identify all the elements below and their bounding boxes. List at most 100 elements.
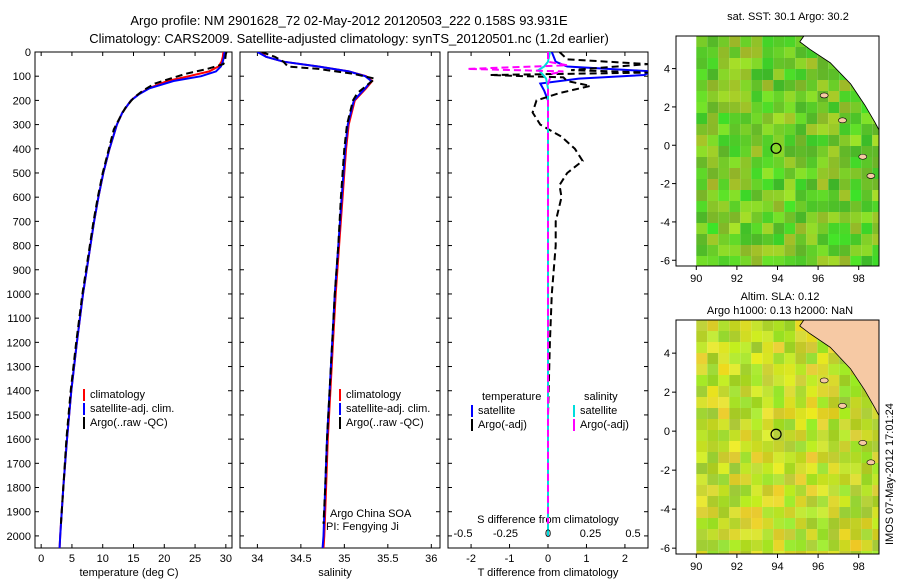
heatmap-cell: [872, 408, 879, 419]
heatmap-cell: [850, 102, 862, 113]
heatmap-cell: [729, 474, 741, 485]
panel2-series-line: [261, 52, 377, 524]
heatmap-cell: [751, 135, 763, 146]
legend-entry: satellite-adj. clim.: [90, 403, 174, 415]
heatmap-cell: [784, 485, 796, 496]
heatmap-cell: [784, 80, 796, 91]
depth-tick-label: 600: [13, 192, 31, 204]
heatmap-cell: [751, 430, 763, 441]
heatmap-cell: [707, 113, 719, 124]
heatmap-cell: [729, 485, 741, 496]
heatmap-cell: [817, 168, 829, 179]
heatmap-cell: [762, 91, 774, 102]
heatmap-cell: [817, 529, 829, 540]
heatmap-cell: [817, 342, 829, 353]
island: [866, 173, 876, 179]
heatmap-cell: [784, 146, 796, 157]
heatmap-cell: [806, 463, 818, 474]
heatmap-cell: [773, 441, 785, 452]
heatmap-cell: [828, 375, 840, 386]
heatmap-cell: [861, 190, 873, 201]
depth-tick-label: 1000: [7, 289, 31, 301]
heatmap-cell: [861, 463, 873, 474]
panel1-series-line: [58, 52, 225, 548]
heatmap-cell: [696, 113, 708, 124]
heatmap-cell: [817, 353, 829, 364]
heatmap-cell: [850, 474, 862, 485]
heatmap-cell: [839, 419, 851, 430]
map-ytick-label: -4: [660, 504, 670, 516]
heatmap-cell: [806, 419, 818, 430]
heatmap-cell: [784, 320, 796, 331]
heatmap-cell: [828, 529, 840, 540]
heatmap-cell: [839, 146, 851, 157]
island: [858, 440, 868, 446]
heatmap-cell: [696, 201, 708, 212]
heatmap-cell: [762, 179, 774, 190]
heatmap-cell: [773, 452, 785, 463]
heatmap-cell: [718, 463, 730, 474]
panel2-xtick-label: 36: [425, 553, 437, 565]
heatmap-cell: [696, 58, 708, 69]
heatmap-cell: [707, 135, 719, 146]
heatmap-cell: [817, 179, 829, 190]
heatmap-cell: [718, 146, 730, 157]
heatmap-cell: [828, 441, 840, 452]
heatmap-cell: [740, 419, 752, 430]
heatmap-cell: [839, 80, 851, 91]
depth-tick-label: 0: [25, 47, 31, 59]
heatmap-cell: [696, 463, 708, 474]
heatmap-cell: [784, 190, 796, 201]
heatmap-cell: [861, 223, 873, 234]
depth-tick-label: 1100: [7, 313, 31, 325]
heatmap-cell: [707, 386, 719, 397]
heatmap-cell: [861, 408, 873, 419]
heatmap-cell: [707, 234, 719, 245]
legend-entry: Argo(..raw -QC): [90, 417, 168, 429]
heatmap-cell: [696, 36, 708, 47]
heatmap-cell: [696, 529, 708, 540]
depth-tick-label: 100: [13, 71, 31, 83]
heatmap-cell: [817, 441, 829, 452]
heatmap-cell: [872, 256, 879, 266]
heatmap-cell: [773, 245, 785, 256]
heatmap-cell: [861, 256, 873, 266]
heatmap-cell: [696, 179, 708, 190]
heatmap-cell: [806, 452, 818, 463]
heatmap-cell: [806, 102, 818, 113]
heatmap-cell: [718, 452, 730, 463]
heatmap-cell: [740, 320, 752, 331]
heatmap-cell: [795, 58, 807, 69]
heatmap-cell: [872, 201, 879, 212]
heatmap-cell: [795, 146, 807, 157]
heatmap-cell: [795, 441, 807, 452]
panel2-xtick-label: 35.5: [377, 553, 398, 565]
depth-tick-label: 300: [13, 120, 31, 132]
heatmap-cell: [707, 69, 719, 80]
heatmap-cell: [795, 245, 807, 256]
heatmap-cell: [773, 474, 785, 485]
heatmap-cell: [718, 518, 730, 529]
heatmap-cell: [718, 157, 730, 168]
heatmap-cell: [740, 397, 752, 408]
heatmap-cell: [795, 223, 807, 234]
heatmap-cell: [773, 168, 785, 179]
heatmap-cell: [729, 452, 741, 463]
heatmap-cell: [696, 452, 708, 463]
heatmap-cell: [806, 69, 818, 80]
depth-tick-label: 2000: [7, 531, 31, 543]
heatmap-cell: [784, 518, 796, 529]
heatmap-cell: [762, 540, 774, 551]
heatmap-cell: [696, 518, 708, 529]
heatmap-cell: [773, 320, 785, 331]
heatmap-cell: [806, 551, 818, 554]
heatmap-cell: [740, 69, 752, 80]
heatmap-cell: [773, 353, 785, 364]
heatmap-cell: [806, 529, 818, 540]
heatmap-cell: [718, 223, 730, 234]
heatmap-cell: [850, 146, 862, 157]
heatmap-cell: [751, 47, 763, 58]
heatmap-cell: [773, 223, 785, 234]
heatmap-cell: [751, 386, 763, 397]
heatmap-cell: [784, 364, 796, 375]
